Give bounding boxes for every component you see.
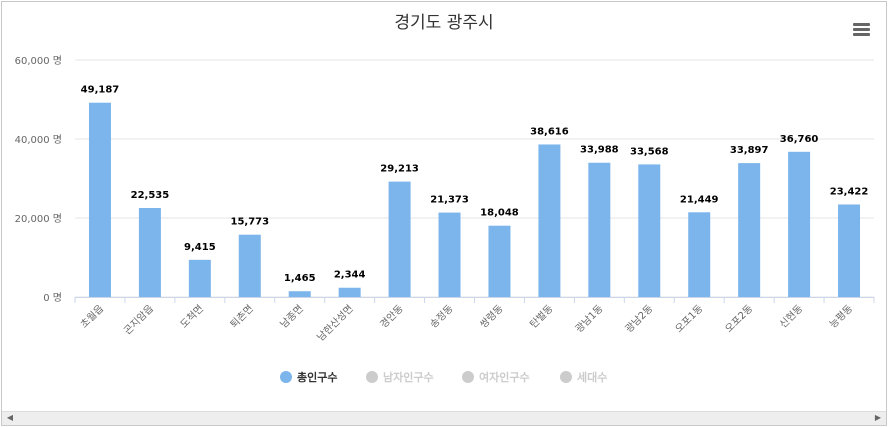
horizontal-scrollbar[interactable]: ◀ ▶ [2, 411, 886, 425]
scroll-left-arrow-icon[interactable]: ◀ [6, 413, 14, 422]
bar[interactable] [788, 151, 811, 297]
x-axis: 초월읍 곤지암읍 도척면 퇴촌면 남종면 남한산성면 경안동 송정동 쌍령동 탄벌동 광남1동 광남2… [78, 302, 855, 344]
chart-svg: 경기도 광주시 0 명 20,000 명 40,000 명 60,000 명 49,1… [15, 13, 875, 384]
bar[interactable] [638, 164, 661, 297]
data-label: 22,535 [131, 190, 170, 201]
bar[interactable] [688, 212, 711, 297]
bar[interactable] [338, 287, 361, 297]
hamburger-menu-icon[interactable] [853, 23, 870, 36]
x-tick-label: 쌍령동 [478, 303, 506, 331]
bar[interactable] [438, 212, 461, 297]
y-tick-label: 20,000 명 [15, 213, 62, 225]
x-tick-label: 신현동 [777, 303, 805, 331]
data-label: 29,213 [380, 164, 419, 175]
data-labels: 49,187 22,535 9,415 15,773 1,465 2,344 29,213 2… [81, 85, 869, 285]
x-tick-label: 광남2동 [623, 303, 656, 336]
x-tick-label: 도척면 [178, 303, 206, 331]
x-tick-label: 광남1동 [573, 303, 606, 336]
x-tick-label: 남종면 [278, 303, 306, 331]
bar[interactable] [288, 291, 311, 297]
legend-label: 세대수 [577, 370, 607, 384]
y-tick-label: 0 명 [43, 292, 62, 304]
data-label: 15,773 [230, 217, 269, 228]
legend-marker [366, 371, 378, 383]
bar[interactable] [838, 204, 861, 297]
legend-item[interactable]: 여자인구수 [462, 370, 530, 384]
legend-item[interactable]: 남자인구수 [366, 370, 434, 384]
x-tick-label: 오포1동 [673, 303, 706, 336]
x-tick-label: 경안동 [377, 302, 406, 331]
x-tick-label: 초월읍 [78, 303, 106, 331]
x-tick-label: 곤지암읍 [122, 303, 157, 338]
legend-item[interactable]: 세대수 [560, 370, 607, 384]
legend-marker [560, 371, 572, 383]
bar[interactable] [738, 163, 761, 297]
data-label: 18,048 [480, 208, 519, 219]
data-label: 9,415 [184, 242, 216, 253]
scroll-right-arrow-icon[interactable]: ▶ [874, 413, 882, 422]
legend-marker [280, 371, 292, 383]
data-label: 38,616 [530, 126, 569, 137]
data-label: 36,760 [780, 134, 819, 145]
legend-label: 총인구수 [297, 370, 337, 384]
x-tick-label: 송정동 [428, 303, 456, 331]
data-label: 33,568 [630, 146, 669, 157]
bar[interactable] [388, 181, 411, 297]
bar-series [88, 102, 861, 297]
data-label: 21,373 [430, 195, 469, 206]
x-tick-label: 탄벌동 [528, 303, 556, 331]
x-tick-label: 오포2동 [723, 303, 756, 336]
y-axis: 0 명 20,000 명 40,000 명 60,000 명 [15, 55, 62, 304]
bar[interactable] [188, 259, 211, 297]
x-tick-label: 남한산성면 [315, 303, 356, 344]
data-label: 23,422 [830, 186, 869, 197]
data-label: 33,988 [580, 145, 619, 156]
data-label: 33,897 [730, 145, 769, 156]
bar[interactable] [588, 162, 611, 297]
y-tick-label: 40,000 명 [15, 134, 62, 146]
bar[interactable] [238, 234, 261, 297]
chart-title: 경기도 광주시 [394, 13, 493, 33]
data-label: 49,187 [81, 85, 120, 96]
x-tick-label: 퇴촌면 [228, 303, 256, 331]
bar[interactable] [538, 144, 561, 297]
bar[interactable] [88, 102, 111, 297]
legend-item[interactable]: 총인구수 [280, 370, 337, 384]
legend-label: 남자인구수 [383, 370, 434, 384]
legend-label: 여자인구수 [479, 370, 530, 384]
data-label: 2,344 [334, 270, 366, 281]
legend: 총인구수 남자인구수 여자인구수 세대수 [280, 370, 607, 384]
bar[interactable] [488, 225, 511, 297]
data-label: 21,449 [680, 194, 719, 205]
bar[interactable] [138, 207, 161, 297]
data-label: 1,465 [284, 273, 316, 284]
x-tick-label: 능평동 [827, 303, 855, 331]
legend-marker [462, 371, 474, 383]
y-tick-label: 60,000 명 [15, 55, 62, 67]
